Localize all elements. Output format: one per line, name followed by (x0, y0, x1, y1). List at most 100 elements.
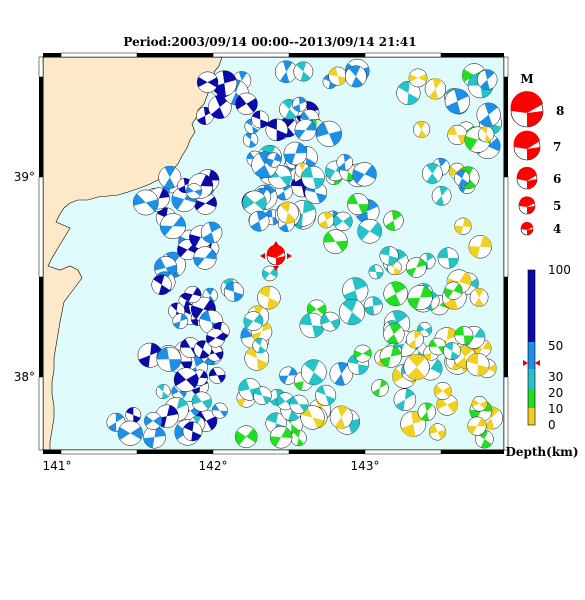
highlight-marker-top (273, 241, 279, 246)
depth-tick-0: 0 (548, 418, 556, 432)
focal-mechanism-ball (437, 247, 459, 269)
focal-mechanism-ball (252, 337, 268, 354)
depth-band-shallow (528, 389, 535, 408)
focal-mechanism-ball (257, 285, 281, 310)
focal-mechanism-ball (468, 235, 492, 259)
focal-mechanism-ball (158, 165, 182, 189)
highlight-marker-left (260, 253, 265, 259)
focal-mechanism-ball (476, 102, 501, 127)
frame-scale-bars (38, 52, 509, 455)
focal-mechanism-ball (317, 211, 335, 229)
focal-mechanism-ball (172, 313, 189, 330)
map-panel (38, 52, 509, 455)
focal-mechanism-ball (454, 217, 472, 235)
focal-mechanism-ball (478, 126, 495, 143)
focal-mechanism-ball (406, 257, 427, 278)
focal-mechanism-ball (383, 210, 404, 231)
lon-tick-141: 141° (43, 459, 72, 473)
focal-mechanism-ball (379, 345, 402, 368)
magnitude-label-7: 7 (553, 140, 561, 154)
magnitude-label-6: 6 (553, 172, 561, 186)
depth-band-mid (528, 369, 535, 389)
focal-mechanism-ball (413, 120, 431, 139)
focal-mechanism-ball (155, 384, 171, 399)
focal-mechanism-ball (117, 420, 143, 446)
focal-mechanism-ball (261, 265, 278, 282)
focal-mechanism-ball (289, 394, 309, 414)
period-title: Period:2003/09/14 00:00--2013/09/14 21:4… (123, 35, 416, 49)
focal-mechanism-ball (208, 95, 232, 119)
focal-mechanism-ball (347, 193, 370, 216)
focal-mechanism-ball (336, 154, 354, 171)
magnitude-legend-item: 6 (516, 166, 561, 190)
focal-mechanism-ball (235, 92, 258, 115)
focal-mechanism-ball (431, 186, 452, 206)
focal-mechanism-ball (329, 405, 353, 429)
focal-mechanism-ball (328, 66, 348, 86)
magnitude-label-5: 5 (553, 199, 561, 213)
depth-tick-100: 100 (548, 263, 571, 277)
focal-mechanism-ball (329, 362, 354, 386)
magnitude-legend-item: 5 (518, 196, 561, 215)
magnitude-legend-item: 7 (513, 130, 561, 161)
depth-marker-right (535, 360, 540, 366)
focal-mechanism-ball (315, 120, 342, 147)
focal-mechanism-ball (443, 342, 461, 361)
focal-mechanism-ball (323, 229, 348, 254)
depth-tick-50: 50 (548, 339, 563, 353)
focal-mechanism-ball (453, 170, 471, 187)
focal-mechanism-ball (469, 288, 489, 307)
focal-mechanism-ball (368, 264, 384, 280)
focal-mechanism-ball (191, 391, 212, 412)
focal-mechanism-ball (338, 298, 366, 326)
focal-mechanism-ball (300, 359, 327, 386)
focal-mechanism-ball (234, 425, 258, 448)
focal-mechanism-ball (266, 152, 282, 168)
focal-mechanism-ball (292, 96, 308, 112)
focal-mechanism-ball (383, 281, 408, 307)
focal-mechanism-ball (320, 311, 341, 332)
focal-mechanism-ball (400, 410, 427, 437)
focal-mechanism-ball (223, 281, 244, 302)
focal-mechanisms (106, 58, 503, 449)
focal-mechanism-ball (156, 346, 182, 372)
focal-mechanism-ball (433, 382, 452, 400)
lat-tick-39: 39° (14, 170, 35, 184)
depth-tick-20: 20 (548, 386, 563, 400)
focal-mechanism-ball (344, 65, 367, 88)
highlight-marker-right (287, 253, 292, 259)
focal-mechanism-ball (417, 402, 436, 421)
focal-mechanism-ball (132, 189, 159, 216)
depth-marker-left (523, 360, 528, 366)
depth-tick-10: 10 (548, 402, 563, 416)
depth-band-surface (528, 408, 535, 425)
lat-tick-38: 38° (14, 370, 35, 384)
focal-mechanism-ball (265, 118, 289, 142)
focal-mechanism-ball (242, 190, 267, 215)
depth-tick-30: 30 (548, 370, 563, 384)
depth-bar-frame (527, 269, 536, 426)
focal-mechanism-ball (173, 367, 199, 392)
focal-mechanism-ball (383, 323, 405, 345)
focal-mechanism-ball (476, 69, 498, 90)
focal-mechanism-ball (315, 384, 337, 406)
focal-mechanism-ball (276, 201, 299, 224)
focal-mechanism-ball (301, 165, 325, 190)
focal-mechanism-ball (208, 367, 226, 384)
focal-mechanism-ball (248, 210, 270, 232)
focal-mechanism-ball (137, 342, 163, 368)
focal-mechanism-ball (429, 423, 447, 441)
focal-mechanism-ball (471, 395, 488, 412)
focal-mechanism-ball (200, 221, 223, 244)
focal-mechanism-ball (379, 246, 399, 266)
magnitude-legend-item: 8 (510, 91, 564, 128)
focal-mechanism-ball (353, 344, 372, 363)
focal-mechanism-ball (182, 421, 203, 442)
focal-mechanism-ball (184, 285, 202, 304)
focal-mechanism-ball (294, 119, 317, 142)
focal-mechanism-ball (196, 71, 219, 93)
focal-mechanism-ball (211, 402, 228, 419)
focal-mechanism-ball (421, 163, 443, 184)
focal-mechanism-ball (206, 328, 226, 348)
